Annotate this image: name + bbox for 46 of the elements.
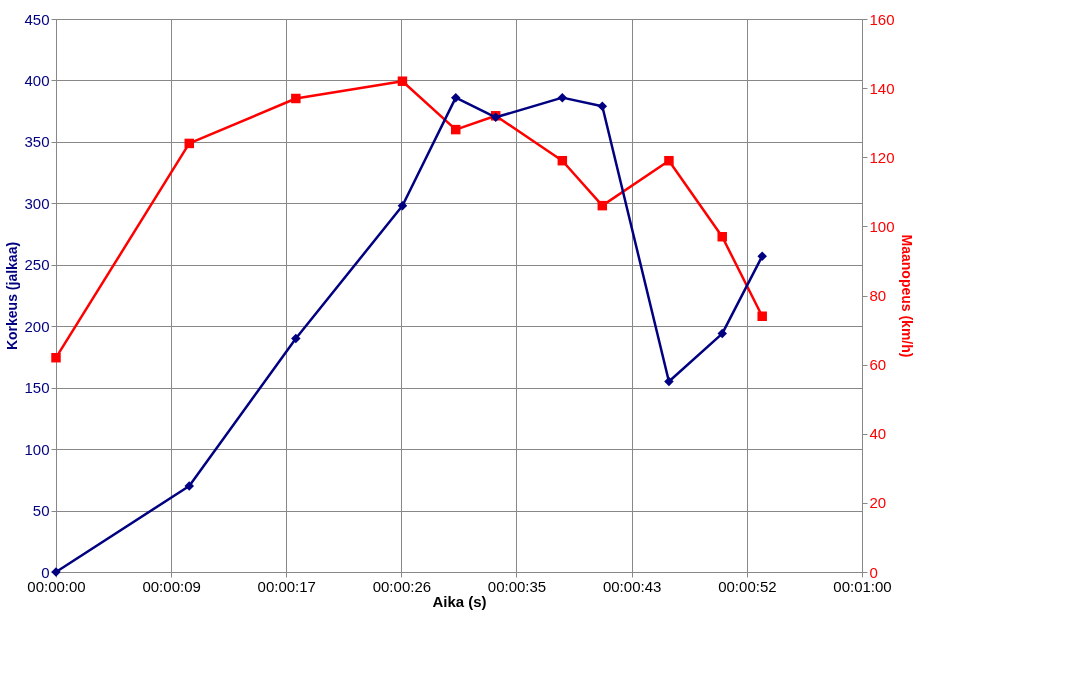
- y2-axis-title: Maanopeus (km/h): [898, 234, 915, 358]
- y-tick-label: 400: [24, 71, 50, 89]
- point: [184, 481, 194, 491]
- point: [757, 311, 767, 321]
- y-tick-label: 350: [24, 133, 50, 151]
- point: [717, 232, 727, 242]
- y2-tick-label: 20: [869, 494, 887, 512]
- x-axis-title: Aika (s): [432, 592, 487, 610]
- x-tick-label: 00:00:09: [142, 577, 201, 595]
- point: [291, 93, 301, 104]
- point: [664, 155, 674, 166]
- y2-tick-label: 120: [869, 148, 895, 166]
- y2-tick-label: 80: [869, 287, 887, 304]
- y-axis-title: Korkeus (jalkaa): [4, 241, 21, 351]
- point: [397, 201, 408, 211]
- point: [597, 101, 608, 111]
- x-tick-label: 00:00:35: [487, 577, 547, 595]
- y2-tick-label: 160: [869, 10, 895, 28]
- y-tick-label: 300: [24, 194, 50, 212]
- point: [51, 567, 61, 577]
- point: [450, 92, 461, 103]
- point: [557, 155, 568, 166]
- x-tick-label: 00:00:43: [602, 577, 662, 595]
- point: [664, 376, 674, 387]
- y-tick-label: 450: [24, 10, 50, 28]
- point: [450, 124, 461, 135]
- y-tick-label: 200: [24, 317, 50, 335]
- y-tick-label: 50: [32, 502, 50, 520]
- point: [291, 333, 301, 344]
- point: [397, 76, 408, 86]
- x-tick-label: 00:00:52: [718, 577, 777, 595]
- y-tick-label: 100: [24, 440, 50, 458]
- y2-tick-label: 60: [869, 356, 887, 374]
- y2-tick-label: 100: [869, 217, 895, 235]
- point: [557, 92, 568, 103]
- point: [597, 200, 608, 211]
- y2-tick-label: 140: [869, 79, 895, 97]
- y-tick-label: 150: [24, 379, 50, 397]
- point: [717, 328, 727, 339]
- x-tick-label: 00:00:26: [372, 577, 432, 595]
- point: [51, 352, 61, 363]
- y-tick-label: 250: [24, 256, 50, 274]
- y2-tick-label: 40: [869, 425, 887, 443]
- point: [184, 138, 194, 149]
- x-tick-label: 00:00:17: [257, 577, 316, 595]
- point: [757, 251, 767, 261]
